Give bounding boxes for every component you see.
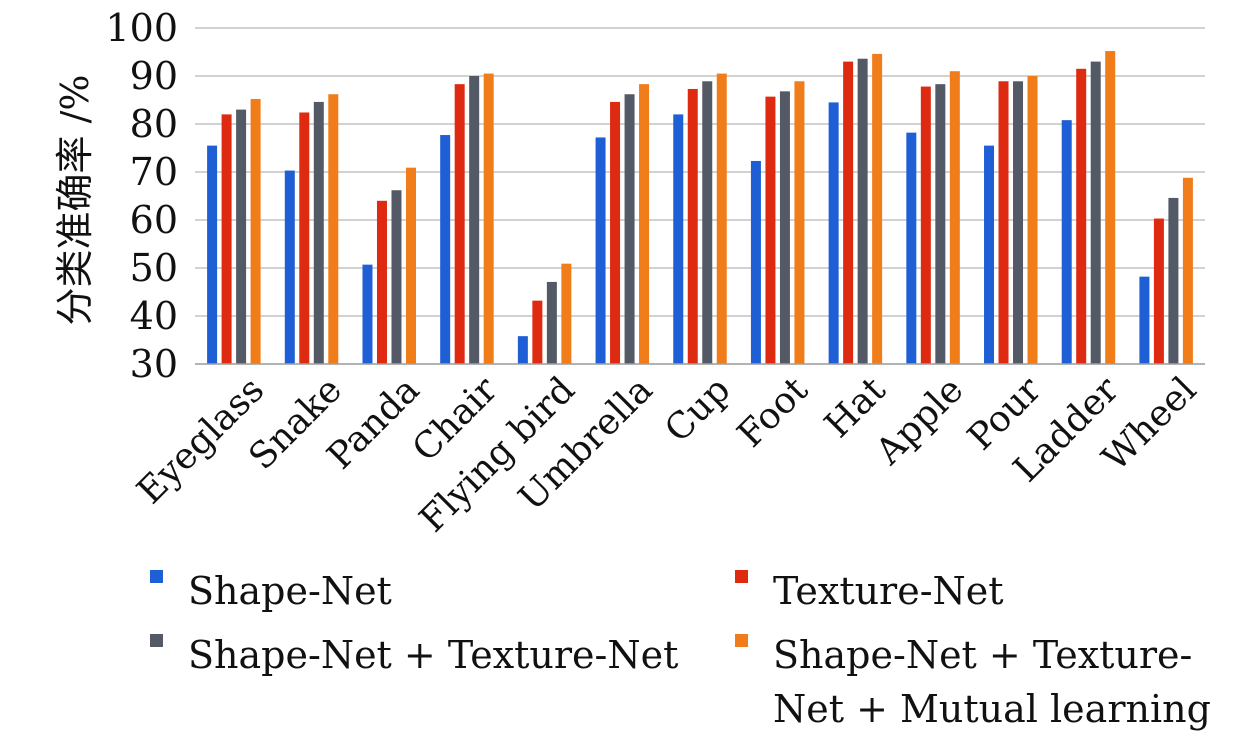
legend: Shape-Net Texture-Net Shape-Net + Texture-… [150,569,1211,731]
bar-snake-s4 [328,94,339,365]
bar-cup-s1 [673,114,684,365]
y-tick-label: 90 [130,54,178,98]
legend-label-1: Shape-Net [188,569,392,613]
bar-cup-s2 [687,88,698,365]
bar-umbrella-s2 [610,101,621,365]
bar-apple-s3 [935,84,946,364]
legend-swatch-3 [150,634,163,647]
bar-pour-s1 [984,145,995,364]
bar-umbrella-s4 [639,84,650,364]
bar-apple-s4 [949,71,960,364]
y-tick-label: 50 [130,246,178,290]
gridlines [195,27,1205,365]
bar-eyeglass-s1 [207,145,218,364]
bar-flying-bird-s4 [561,263,572,364]
x-tick-label: Foot [730,369,817,456]
bar-pour-s4 [1027,76,1038,364]
bar-apple-s1 [906,132,917,364]
bar-cup-s3 [702,81,713,364]
bar-hat-s2 [843,61,854,364]
bar-wheel-s1 [1139,276,1150,364]
bar-apple-s2 [920,86,931,364]
bar-foot-s2 [765,96,776,364]
bar-umbrella-s1 [595,137,606,364]
y-tick-label: 70 [130,150,178,194]
bar-chair-s1 [440,135,451,364]
x-tick-label: Cup [657,369,738,450]
bar-eyeglass-s4 [250,99,261,364]
bar-foot-s3 [779,91,790,365]
bar-pour-s2 [998,81,1009,364]
bar-panda-s1 [362,264,373,364]
bar-snake-s1 [284,170,295,364]
bar-foot-s4 [794,81,805,364]
bar-flying-bird-s2 [532,300,543,364]
y-tick-label: 60 [130,198,178,242]
y-tick-label: 30 [130,342,178,386]
bar-flying-bird-s3 [546,281,557,364]
bar-panda-s3 [391,190,402,364]
legend-swatch-2 [735,570,748,583]
y-tick-label: 40 [130,294,178,338]
bar-ladder-s4 [1105,51,1116,364]
y-tick-label: 100 [105,6,178,50]
bar-hat-s1 [828,102,839,365]
bar-eyeglass-s2 [221,114,232,365]
legend-label-4: Net + Mutual learning [773,687,1211,731]
bar-foot-s1 [750,160,761,364]
legend-swatch-4 [735,634,748,647]
bar-ladder-s1 [1061,120,1072,364]
bar-chair-s4 [483,73,494,364]
bar-panda-s4 [405,167,416,364]
legend-label-2: Texture-Net [773,569,1004,613]
bar-chair-s3 [469,76,480,364]
bar-cup-s4 [716,73,727,364]
bar-umbrella-s3 [624,94,635,365]
bar-chair-s2 [454,84,465,364]
bar-hat-s4 [872,53,883,365]
bar-ladder-s3 [1090,61,1101,364]
bar-snake-s2 [299,112,310,364]
bar-wheel-s2 [1153,218,1164,364]
x-tick-label: Apple [868,369,972,473]
y-tick-label: 80 [130,102,178,146]
bar-wheel-s3 [1168,197,1179,364]
bar-eyeglass-s3 [236,109,247,364]
bar-wheel-s4 [1182,177,1193,364]
bar-flying-bird-s1 [517,336,528,364]
bars [195,51,1205,365]
bar-panda-s2 [376,200,387,364]
y-axis-label: 分类准确率 /% [53,75,97,326]
bar-ladder-s2 [1076,68,1087,365]
legend-swatch-1 [150,570,163,583]
bar-snake-s3 [313,101,324,365]
legend-label-3: Shape-Net + Texture-Net [188,633,678,677]
bar-hat-s3 [857,58,868,364]
bar-pour-s3 [1013,81,1024,364]
legend-label-4: Shape-Net + Texture- [773,633,1192,677]
